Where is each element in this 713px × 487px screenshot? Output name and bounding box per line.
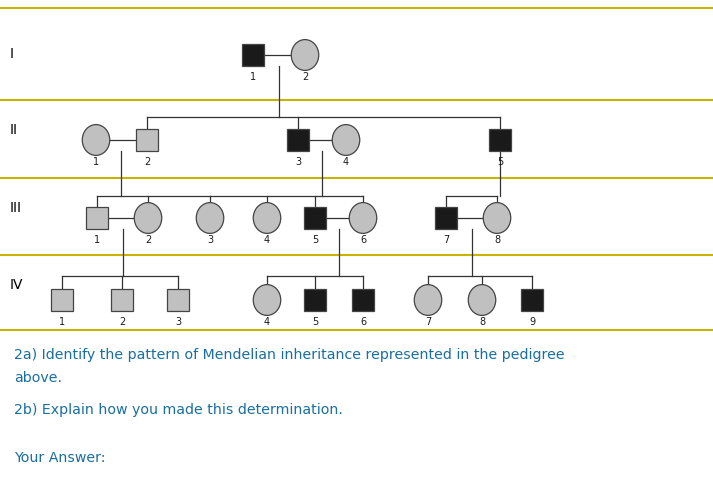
Text: 1: 1 xyxy=(59,317,65,327)
Text: 2a) Identify the pattern of Mendelian inheritance represented in the pedigree: 2a) Identify the pattern of Mendelian in… xyxy=(14,348,565,362)
Text: 5: 5 xyxy=(312,235,318,245)
Text: 1: 1 xyxy=(93,157,99,167)
Text: 9: 9 xyxy=(529,317,535,327)
FancyBboxPatch shape xyxy=(352,289,374,311)
Ellipse shape xyxy=(349,203,376,233)
FancyBboxPatch shape xyxy=(167,289,189,311)
FancyBboxPatch shape xyxy=(51,289,73,311)
FancyBboxPatch shape xyxy=(136,129,158,151)
Text: 3: 3 xyxy=(207,235,213,245)
FancyBboxPatch shape xyxy=(304,289,326,311)
FancyBboxPatch shape xyxy=(489,129,511,151)
FancyBboxPatch shape xyxy=(304,207,326,229)
Text: 2: 2 xyxy=(119,317,125,327)
FancyBboxPatch shape xyxy=(111,289,133,311)
Text: 3: 3 xyxy=(175,317,181,327)
Text: 4: 4 xyxy=(264,317,270,327)
Text: 6: 6 xyxy=(360,235,366,245)
Text: 7: 7 xyxy=(443,235,449,245)
Text: 2: 2 xyxy=(145,235,151,245)
Text: I: I xyxy=(10,47,14,61)
FancyBboxPatch shape xyxy=(242,44,264,66)
Ellipse shape xyxy=(82,125,110,155)
Text: 4: 4 xyxy=(343,157,349,167)
Ellipse shape xyxy=(468,284,496,316)
Text: III: III xyxy=(10,201,22,215)
Text: 2b) Explain how you made this determination.: 2b) Explain how you made this determinat… xyxy=(14,403,343,417)
Text: 4: 4 xyxy=(264,235,270,245)
Ellipse shape xyxy=(483,203,511,233)
Text: 3: 3 xyxy=(295,157,301,167)
FancyBboxPatch shape xyxy=(521,289,543,311)
Text: 6: 6 xyxy=(360,317,366,327)
Text: 5: 5 xyxy=(312,317,318,327)
Text: 2: 2 xyxy=(144,157,150,167)
Ellipse shape xyxy=(134,203,162,233)
Text: above.: above. xyxy=(14,371,62,385)
Text: 8: 8 xyxy=(479,317,485,327)
FancyBboxPatch shape xyxy=(435,207,457,229)
Text: II: II xyxy=(10,123,18,137)
Text: 1: 1 xyxy=(94,235,100,245)
Text: 2: 2 xyxy=(302,72,308,82)
Ellipse shape xyxy=(196,203,224,233)
Ellipse shape xyxy=(291,39,319,71)
Text: IV: IV xyxy=(10,278,24,292)
Ellipse shape xyxy=(253,284,281,316)
Text: 1: 1 xyxy=(250,72,256,82)
Ellipse shape xyxy=(414,284,442,316)
Text: 8: 8 xyxy=(494,235,500,245)
Ellipse shape xyxy=(253,203,281,233)
FancyBboxPatch shape xyxy=(287,129,309,151)
Text: 5: 5 xyxy=(497,157,503,167)
Ellipse shape xyxy=(332,125,360,155)
FancyBboxPatch shape xyxy=(86,207,108,229)
Text: Your Answer:: Your Answer: xyxy=(14,451,106,465)
Text: 7: 7 xyxy=(425,317,431,327)
